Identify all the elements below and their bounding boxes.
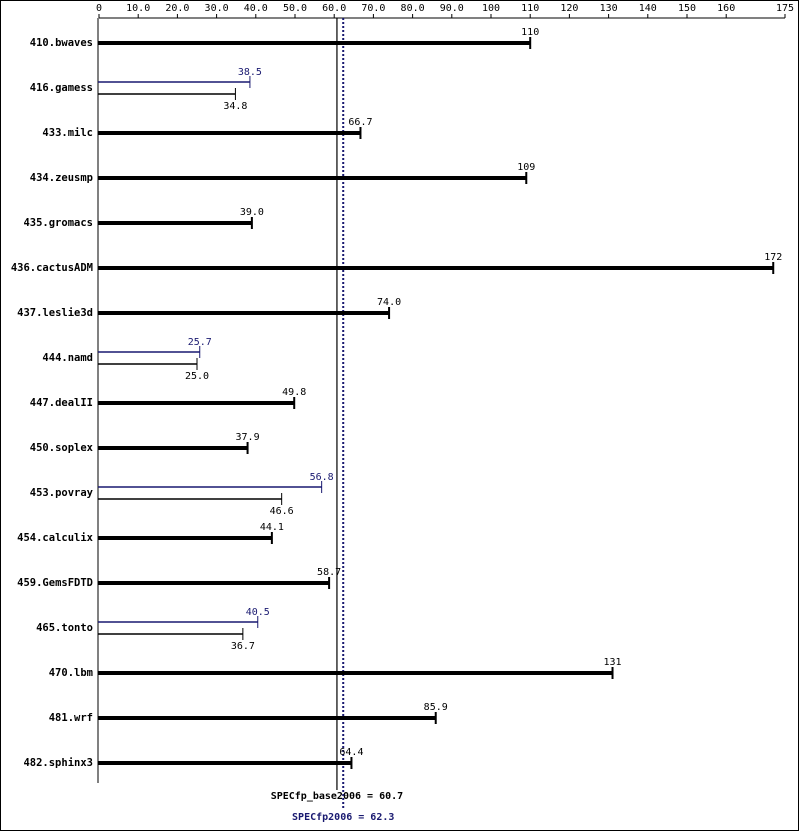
category-label: 433.milc [42, 127, 93, 139]
x-tick-label: 90.0 [440, 3, 464, 14]
value-label: 109 [517, 162, 535, 173]
value-label: 66.7 [348, 117, 372, 128]
category-label: 410.bwaves [30, 37, 93, 49]
category-label: 434.zeusmp [30, 172, 93, 184]
category-label: 437.leslie3d [17, 307, 93, 319]
value-label: 37.9 [236, 432, 260, 443]
category-label: 447.dealII [30, 397, 93, 409]
value-label: 38.5 [238, 67, 262, 78]
category-label: 453.povray [30, 487, 94, 499]
category-label: 416.gamess [30, 82, 93, 94]
value-label: 34.8 [223, 101, 247, 112]
x-tick-label: 175 [776, 3, 794, 14]
reference-label: SPECfp_base2006 = 60.7 [271, 791, 403, 802]
value-label: 64.4 [339, 747, 363, 758]
category-label: 465.tonto [36, 622, 93, 634]
x-tick-label: 0 [96, 3, 102, 14]
value-label: 39.0 [240, 207, 264, 218]
value-label: 25.7 [188, 337, 212, 348]
value-label: 40.5 [246, 607, 270, 618]
x-tick-label: 130 [600, 3, 618, 14]
value-label: 58.7 [317, 567, 341, 578]
value-label: 172 [764, 252, 782, 263]
value-label: 85.9 [424, 702, 448, 713]
x-tick-label: 160 [717, 3, 735, 14]
reference-label: SPECfp2006 = 62.3 [292, 812, 394, 823]
value-label: 74.0 [377, 297, 401, 308]
x-tick-label: 110 [521, 3, 539, 14]
x-tick-label: 100 [482, 3, 500, 14]
category-label: 444.namd [42, 352, 93, 364]
x-tick-label: 140 [639, 3, 657, 14]
value-label: 56.8 [310, 472, 334, 483]
category-label: 436.cactusADM [11, 262, 93, 274]
category-label: 459.GemsFDTD [17, 577, 93, 589]
x-tick-label: 10.0 [126, 3, 150, 14]
x-tick-label: 20.0 [165, 3, 189, 14]
category-label: 450.soplex [30, 442, 94, 454]
x-tick-label: 70.0 [361, 3, 385, 14]
category-label: 481.wrf [49, 712, 93, 724]
category-label: 435.gromacs [23, 217, 93, 229]
x-tick-label: 80.0 [401, 3, 425, 14]
x-tick-label: 120 [560, 3, 578, 14]
category-label: 482.sphinx3 [23, 757, 93, 769]
value-label: 46.6 [270, 506, 294, 517]
category-label: 470.lbm [49, 667, 93, 679]
value-label: 110 [521, 27, 539, 38]
value-label: 36.7 [231, 641, 255, 652]
x-tick-label: 30.0 [205, 3, 229, 14]
value-label: 49.8 [282, 387, 306, 398]
value-label: 131 [603, 657, 621, 668]
value-label: 25.0 [185, 371, 209, 382]
x-tick-label: 150 [678, 3, 696, 14]
x-tick-label: 40.0 [244, 3, 268, 14]
category-label: 454.calculix [17, 532, 94, 544]
x-tick-label: 50.0 [283, 3, 307, 14]
value-label: 44.1 [260, 522, 284, 533]
x-tick-label: 60.0 [322, 3, 346, 14]
